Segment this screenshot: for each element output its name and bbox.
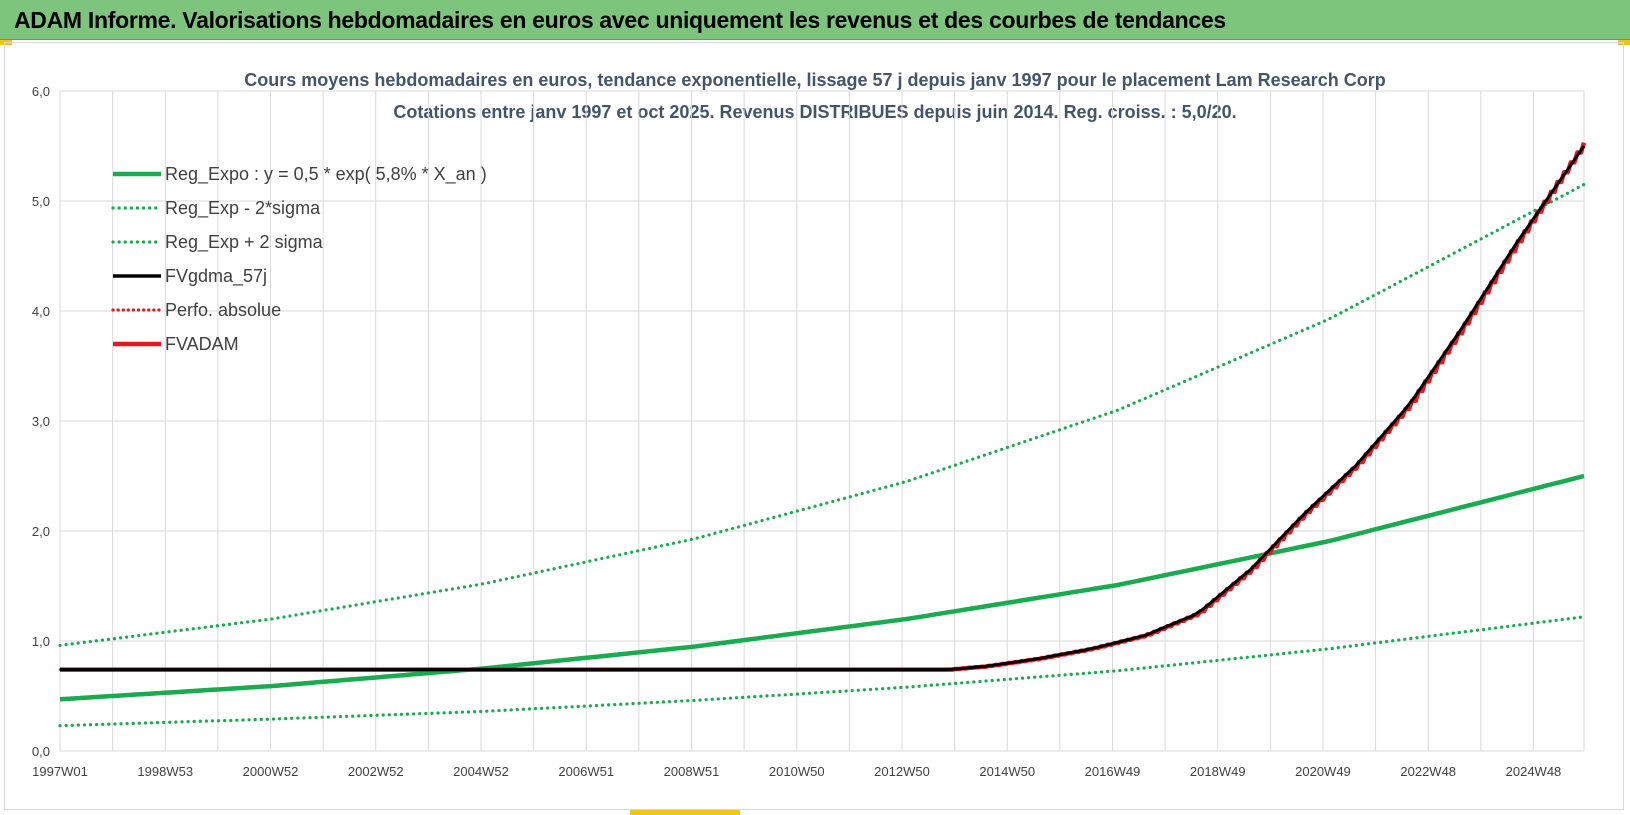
x-tick-label: 2004W52 — [453, 764, 509, 779]
x-tick-label: 2020W49 — [1295, 764, 1351, 779]
y-axis: 0,0 1,0 2,0 3,0 4,0 5,0 6,0 — [32, 84, 50, 759]
chart-grid — [59, 90, 1585, 752]
legend-label: FVADAM — [165, 334, 239, 354]
x-tick-label: 2014W50 — [979, 764, 1035, 779]
x-tick-label: 2008W51 — [664, 764, 720, 779]
y-tick-label: 2,0 — [32, 524, 50, 539]
y-tick-label: 4,0 — [32, 304, 50, 319]
x-tick-label: 2024W48 — [1506, 764, 1562, 779]
y-tick-label: 0,0 — [32, 744, 50, 759]
series-fvadam — [60, 142, 1587, 672]
y-tick-label: 3,0 — [32, 414, 50, 429]
series-reg-expo — [59, 473, 1585, 702]
legend-label: Reg_Exp - 2*sigma — [165, 198, 321, 219]
y-tick-label: 1,0 — [32, 634, 50, 649]
y-tick-label: 6,0 — [32, 84, 50, 99]
x-tick-label: 1998W53 — [137, 764, 193, 779]
chart-frame — [4, 42, 1624, 810]
chart-title: Cours moyens hebdomadaires en euros, ten… — [244, 70, 1385, 90]
legend-label: Reg_Expo : y = 0,5 * exp( 5,8% * X_an ) — [165, 164, 487, 185]
x-tick-label: 2018W49 — [1190, 764, 1246, 779]
corner-marker-right — [1618, 40, 1630, 45]
report-header: ADAM Informe. Valorisations hebdomadaire… — [0, 0, 1630, 40]
chart-legend: Reg_Expo : y = 0,5 * exp( 5,8% * X_an ) R… — [111, 164, 487, 354]
x-tick-label: 2010W50 — [769, 764, 825, 779]
report-title: ADAM Informe. Valorisations hebdomadaire… — [14, 7, 1226, 33]
chart-subtitle: Cotations entre janv 1997 et oct 2025. R… — [393, 102, 1236, 122]
corner-marker-bottom — [630, 810, 740, 815]
x-tick-label: 2016W49 — [1085, 764, 1141, 779]
legend-label: Reg_Exp + 2 sigma — [165, 232, 324, 253]
chart-series — [58, 142, 1587, 728]
x-tick-label: 2006W51 — [558, 764, 614, 779]
legend-label: Perfo. absolue — [165, 300, 281, 320]
x-tick-label: 2022W48 — [1400, 764, 1456, 779]
series-perfo-absolue — [58, 144, 1586, 671]
series-reg-exp-plus-2sigma — [58, 182, 1586, 648]
legend-label: FVgdma_57j — [165, 266, 267, 287]
series-reg-exp-minus-2sigma — [58, 615, 1586, 728]
series-fvgdma-57j — [60, 145, 1586, 672]
x-tick-label: 2000W52 — [243, 764, 299, 779]
x-tick-label: 2012W50 — [874, 764, 930, 779]
x-axis: 1997W01 1998W53 2000W52 2002W52 2004W52 2006W… — [32, 764, 1561, 779]
x-tick-label: 2002W52 — [348, 764, 404, 779]
y-tick-label: 5,0 — [32, 194, 50, 209]
x-tick-label: 1997W01 — [32, 764, 88, 779]
